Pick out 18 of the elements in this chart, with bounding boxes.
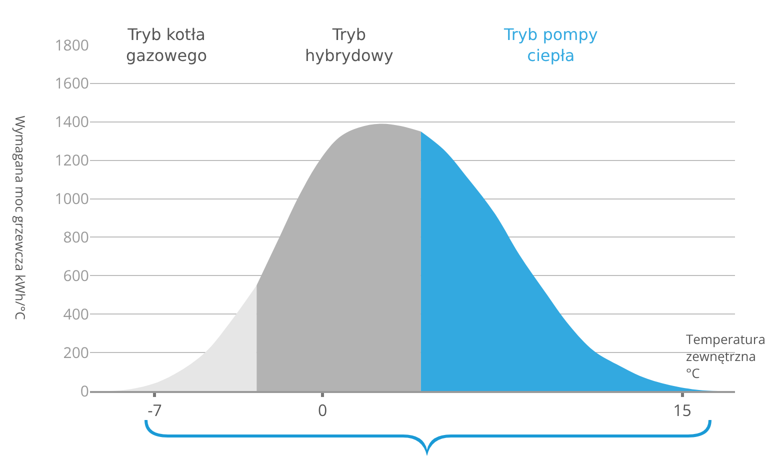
annotation: Tryb pompy ciepła <box>503 25 598 65</box>
y-tick-label: 800 <box>63 227 89 248</box>
y-tick-label: 200 <box>63 342 89 363</box>
x-axis-title: Temperatura zewnętrzna °C <box>686 330 766 382</box>
annotation: Tryb hybrydowy <box>305 25 394 65</box>
y-tick-label: 600 <box>63 266 89 286</box>
y-tick-label: 1200 <box>54 150 89 171</box>
x-tick-label: -7 <box>148 399 162 422</box>
y-tick-label: 1800 <box>54 35 89 56</box>
x-tick-label: 0 <box>318 399 328 422</box>
y-axis-title: Wymagana moc grzewcza kWh/°C <box>11 116 30 320</box>
y-tick-label: 1600 <box>54 74 89 94</box>
y-tick-label: 1000 <box>54 189 89 210</box>
y-tick-label: 0 <box>80 381 89 402</box>
y-tick-label: 1400 <box>54 112 89 132</box>
y-tick-label: 400 <box>63 304 89 324</box>
x-tick-label: 15 <box>673 399 692 422</box>
annotation: Tryb kotła gazowego <box>126 25 208 65</box>
